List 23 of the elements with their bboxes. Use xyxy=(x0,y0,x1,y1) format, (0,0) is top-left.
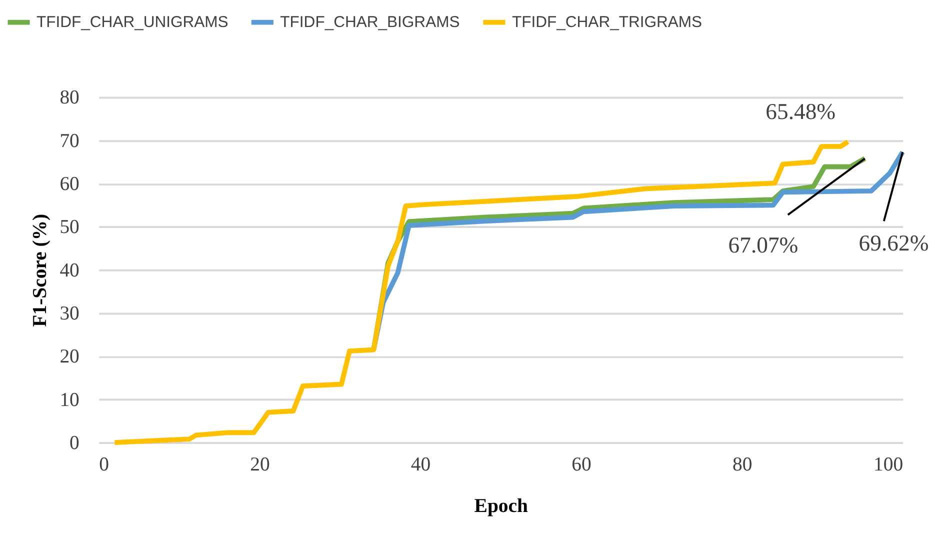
x-tick-label: 40 xyxy=(410,454,431,476)
y-tick-label: 70 xyxy=(60,130,80,152)
y-tick-label: 80 xyxy=(60,86,80,109)
x-axis-title: Epoch xyxy=(474,495,528,518)
y-tick-label: 30 xyxy=(60,302,80,324)
annotation: 69.62% xyxy=(858,230,929,256)
x-tick-label: 80 xyxy=(732,454,752,476)
legend-label: TFIDF_CHAR_TRIGRAMS xyxy=(512,14,702,32)
y-tick-label: 40 xyxy=(60,259,80,282)
y-axis-title: F1-Score (%) xyxy=(28,214,51,327)
x-tick-label: 20 xyxy=(250,454,270,476)
legend-label: TFIDF_CHAR_UNIGRAMS xyxy=(36,14,228,32)
x-tick-label: 100 xyxy=(874,454,904,476)
x-tick-label: 60 xyxy=(572,454,592,476)
x-tick-label: 0 xyxy=(99,454,110,476)
y-tick-label: 50 xyxy=(60,216,80,238)
y-tick-label: 20 xyxy=(60,346,80,368)
legend-label: TFIDF_CHAR_BIGRAMS xyxy=(280,14,460,32)
y-tick-label: 10 xyxy=(60,388,80,411)
annotation: 65.48% xyxy=(766,99,836,124)
annotation: 67.07% xyxy=(728,232,798,258)
y-tick-label: 60 xyxy=(60,172,80,195)
y-tick-label: 0 xyxy=(70,432,80,454)
